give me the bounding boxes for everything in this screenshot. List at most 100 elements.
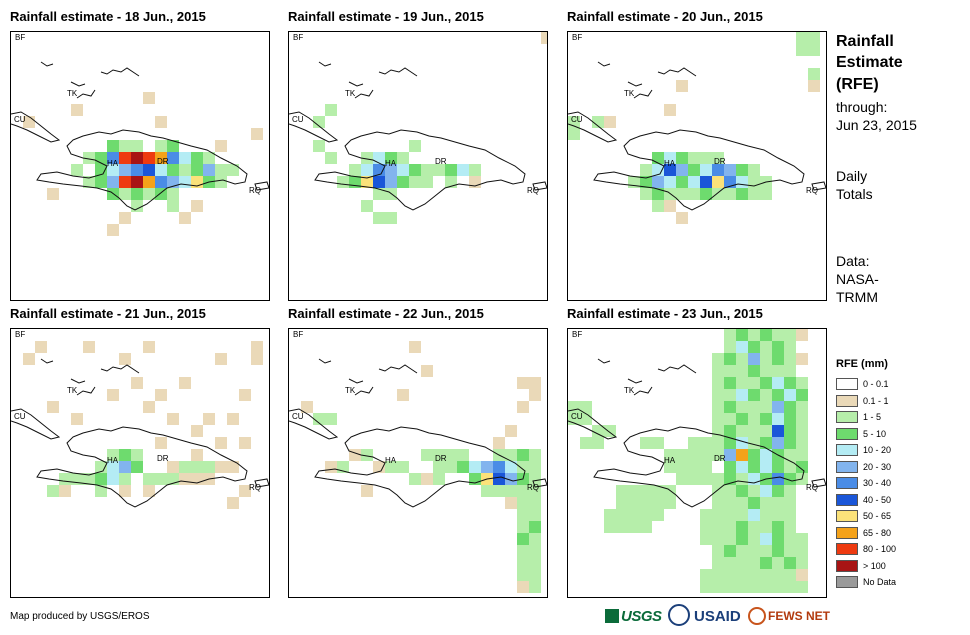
legend-swatch	[836, 477, 858, 490]
rainfall-cell	[736, 461, 748, 473]
rainfall-cell	[203, 164, 215, 176]
rainfall-cell	[640, 497, 652, 509]
rainfall-cell	[748, 377, 760, 389]
rainfall-map: BF CU TK HA DR RQ	[567, 328, 827, 598]
rainfall-cell	[748, 401, 760, 413]
rainfall-cell	[724, 341, 736, 353]
coastline	[811, 478, 826, 488]
rainfall-cell	[325, 413, 337, 425]
rainfall-cell	[457, 164, 469, 176]
rainfall-cell	[796, 329, 808, 341]
rainfall-cell	[796, 425, 808, 437]
rainfall-cell	[772, 461, 784, 473]
rainfall-cell	[760, 533, 772, 545]
rainfall-cell	[628, 485, 640, 497]
rainfall-cell	[796, 545, 808, 557]
rainfall-cell	[700, 533, 712, 545]
usaid-logo: USAID	[694, 607, 741, 625]
coastline	[568, 408, 618, 440]
through-date: Jun 23, 2015	[836, 117, 917, 133]
rainfall-cell	[517, 521, 529, 533]
rainfall-cell	[688, 449, 700, 461]
rainfall-cell	[155, 140, 167, 152]
rainfall-cell	[361, 176, 373, 188]
rainfall-cell	[748, 353, 760, 365]
rainfall-cell	[167, 413, 179, 425]
rainfall-cell	[724, 557, 736, 569]
rainfall-cell	[760, 437, 772, 449]
legend-swatch	[836, 526, 858, 539]
coastline	[11, 408, 61, 440]
rainfall-cell	[712, 389, 724, 401]
rainfall-cell	[385, 176, 397, 188]
coastline	[532, 181, 547, 191]
rainfall-cell	[373, 188, 385, 200]
legend-label: 30 - 40	[863, 478, 892, 489]
rainfall-cell	[664, 164, 676, 176]
rainfall-cell	[397, 461, 409, 473]
rainfall-cell	[760, 377, 772, 389]
coastline	[314, 426, 526, 508]
rainfall-cell	[349, 164, 361, 176]
rainfall-cell	[409, 140, 421, 152]
rainfall-cell	[179, 152, 191, 164]
rainfall-cell	[796, 449, 808, 461]
rainfall-cell	[712, 533, 724, 545]
rainfall-cell	[772, 509, 784, 521]
rainfall-cell	[664, 461, 676, 473]
rainfall-cell	[676, 473, 688, 485]
place-label: CU	[571, 412, 583, 421]
rainfall-cell	[784, 461, 796, 473]
rainfall-cell	[167, 152, 179, 164]
rainfall-cell	[361, 200, 373, 212]
rainfall-cell	[616, 485, 628, 497]
rainfall-cell	[688, 473, 700, 485]
rainfall-cell	[517, 497, 529, 509]
rainfall-cell	[517, 461, 529, 473]
rainfall-cell	[628, 497, 640, 509]
rainfall-cell	[71, 104, 83, 116]
rainfall-cell	[505, 497, 517, 509]
place-label: HA	[664, 456, 676, 465]
rainfall-cell	[215, 461, 227, 473]
rainfall-cell	[373, 152, 385, 164]
coastline	[593, 129, 805, 211]
rainfall-cell	[748, 461, 760, 473]
legend-swatch	[836, 460, 858, 473]
legend-swatch	[836, 543, 858, 556]
legend-label: 0.1 - 1	[863, 395, 889, 406]
rainfall-cell	[107, 224, 119, 236]
rainfall-cell	[385, 164, 397, 176]
rainfall-cell	[107, 389, 119, 401]
rainfall-cell	[748, 569, 760, 581]
rainfall-cell	[664, 152, 676, 164]
rainfall-cell	[700, 152, 712, 164]
place-label: BF	[293, 330, 304, 339]
rainfall-cell	[784, 557, 796, 569]
rainfall-cell	[736, 497, 748, 509]
rainfall-cell	[712, 521, 724, 533]
rainfall-cell	[191, 152, 203, 164]
rainfall-cell	[155, 152, 167, 164]
rainfall-cell	[131, 449, 143, 461]
rainfall-cell	[421, 449, 433, 461]
rainfall-cell	[760, 353, 772, 365]
rainfall-cell	[784, 545, 796, 557]
map-panel-jun-19: Rainfall estimate - 19 Jun., 2015 BF CU TK…	[288, 9, 548, 301]
rainfall-cell	[700, 473, 712, 485]
rainfall-cell	[712, 569, 724, 581]
rainfall-cell	[784, 473, 796, 485]
rainfall-cell	[251, 353, 263, 365]
coastline	[811, 181, 826, 191]
rainfall-cell	[592, 116, 604, 128]
rainfall-cell	[95, 473, 107, 485]
rainfall-cell	[712, 164, 724, 176]
rainfall-cell	[772, 557, 784, 569]
rainfall-cell	[772, 329, 784, 341]
rainfall-cell	[748, 389, 760, 401]
legend-label: 0 - 0.1	[863, 379, 889, 390]
rainfall-cell	[700, 521, 712, 533]
rainfall-cell	[760, 341, 772, 353]
rainfall-cell	[155, 176, 167, 188]
rainfall-cell	[361, 152, 373, 164]
